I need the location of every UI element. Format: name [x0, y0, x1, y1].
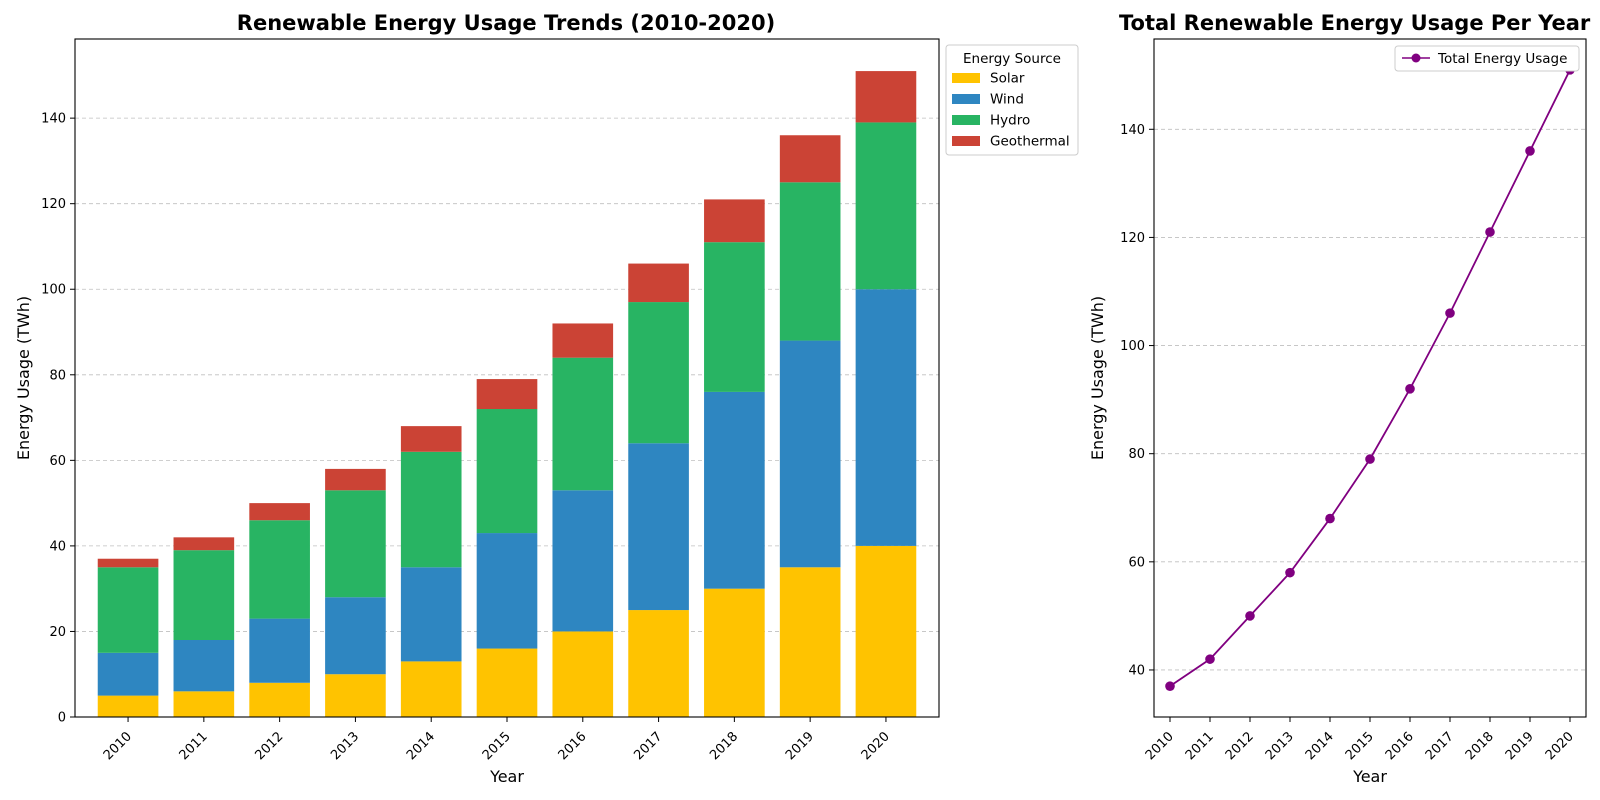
- bar-solar: [552, 631, 614, 717]
- legend-marker-swatch: [1411, 53, 1421, 63]
- data-point: [1525, 146, 1535, 156]
- total-line-chart: Total Renewable Energy Usage Per Year 40…: [1088, 11, 1591, 786]
- bar-geothermal: [704, 199, 765, 243]
- legend-swatch-solar: [952, 73, 980, 83]
- legend-label: Total Energy Usage: [1437, 51, 1567, 67]
- data-point: [1325, 513, 1335, 524]
- legend-label: Solar: [990, 71, 1025, 87]
- bar-wind: [704, 391, 765, 589]
- bar-geothermal: [97, 558, 159, 568]
- y-tick-label: 40: [1128, 663, 1145, 678]
- bar-hydro: [779, 182, 841, 341]
- x-axis-label: Year: [1352, 767, 1387, 786]
- bar-solar: [779, 567, 841, 717]
- legend-swatch-wind: [952, 94, 980, 104]
- bar-wind: [855, 289, 917, 546]
- y-tick-label: 80: [49, 368, 66, 383]
- bar-hydro: [855, 122, 917, 290]
- data-point: [1485, 227, 1495, 237]
- legend-box: [1394, 45, 1580, 72]
- bar-solar: [704, 588, 765, 717]
- y-tick-label: 100: [41, 283, 66, 298]
- y-tick-label: 0: [58, 711, 66, 726]
- chart-title: Renewable Energy Usage Trends (2010-2020…: [237, 11, 775, 35]
- legend-box: [945, 44, 1079, 156]
- bar-geothermal: [476, 379, 538, 410]
- y-axis-ticks: 0 20 40 60 80 100 120 140: [41, 112, 75, 726]
- series-line: [1165, 65, 1575, 691]
- bar-wind: [400, 567, 462, 662]
- data-point: [1405, 384, 1415, 394]
- bar-solar: [628, 610, 689, 717]
- y-tick-label: 120: [41, 197, 66, 212]
- bar-hydro: [325, 490, 386, 598]
- chart-title: Total Renewable Energy Usage Per Year: [1119, 11, 1591, 35]
- data-point: [1165, 681, 1175, 691]
- bar-wind: [628, 443, 689, 611]
- bar-solar: [325, 674, 386, 717]
- data-point: [1245, 611, 1255, 621]
- legend-title: Energy Source: [963, 51, 1061, 67]
- legend: Energy Source Solar Wind Hydro Geothermal: [945, 44, 1079, 156]
- y-tick-label: 140: [1120, 123, 1145, 138]
- bar-solar: [476, 648, 538, 717]
- bar-geothermal: [325, 468, 386, 491]
- y-tick-label: 100: [1120, 339, 1145, 354]
- y-tick-label: 20: [49, 625, 66, 640]
- bar-hydro: [400, 451, 462, 568]
- bar-wind: [552, 490, 614, 632]
- y-axis-label: Energy Usage (TWh): [1088, 296, 1107, 460]
- bar-wind: [173, 640, 235, 692]
- bar-geothermal: [855, 71, 917, 123]
- bar-geothermal: [779, 135, 841, 183]
- bar-solar: [400, 661, 462, 717]
- bar-geothermal: [552, 323, 614, 358]
- y-tick-label: 40: [49, 539, 66, 554]
- bar-geothermal: [173, 537, 235, 551]
- grid-lines: [1154, 128, 1586, 671]
- bar-geothermal: [400, 426, 462, 452]
- y-tick-label: 60: [1128, 555, 1145, 570]
- x-axis-label: Year: [489, 767, 524, 786]
- legend-label: Geothermal: [990, 134, 1070, 150]
- bar-hydro: [476, 409, 538, 534]
- bar-solar: [249, 682, 310, 717]
- legend-items: Solar Wind Hydro Geothermal: [952, 71, 1070, 150]
- bars: [97, 71, 917, 717]
- bar-wind: [97, 652, 159, 696]
- y-tick-label: 80: [1128, 447, 1145, 462]
- y-tick-label: 140: [41, 112, 66, 127]
- data-point: [1285, 567, 1295, 578]
- bar-hydro: [173, 550, 235, 641]
- bar-geothermal: [628, 263, 689, 303]
- data-point: [1365, 454, 1375, 464]
- bar-geothermal: [249, 503, 310, 521]
- bar-wind: [325, 597, 386, 675]
- legend: Total Energy Usage: [1394, 45, 1580, 72]
- y-axis-ticks: 40 60 80 100 120 140: [1120, 123, 1154, 678]
- bar-solar: [855, 545, 917, 717]
- bar-solar: [173, 691, 235, 717]
- bar-hydro: [249, 520, 310, 619]
- bar-hydro: [552, 357, 614, 491]
- legend-swatch-hydro: [952, 115, 980, 125]
- bar-hydro: [704, 242, 765, 392]
- legend-label: Wind: [990, 92, 1024, 108]
- bar-hydro: [97, 567, 159, 653]
- y-tick-label: 120: [1120, 231, 1145, 246]
- bar-wind: [779, 340, 841, 568]
- legend-swatch-geothermal: [952, 136, 980, 146]
- bar-wind: [476, 533, 538, 649]
- legend-label: Hydro: [990, 113, 1030, 129]
- y-tick-label: 60: [49, 454, 66, 469]
- data-point: [1445, 308, 1455, 318]
- bar-solar: [97, 695, 159, 717]
- data-point: [1205, 654, 1215, 664]
- bar-wind: [249, 618, 310, 683]
- bar-hydro: [628, 302, 689, 444]
- y-axis-label: Energy Usage (TWh): [14, 296, 33, 460]
